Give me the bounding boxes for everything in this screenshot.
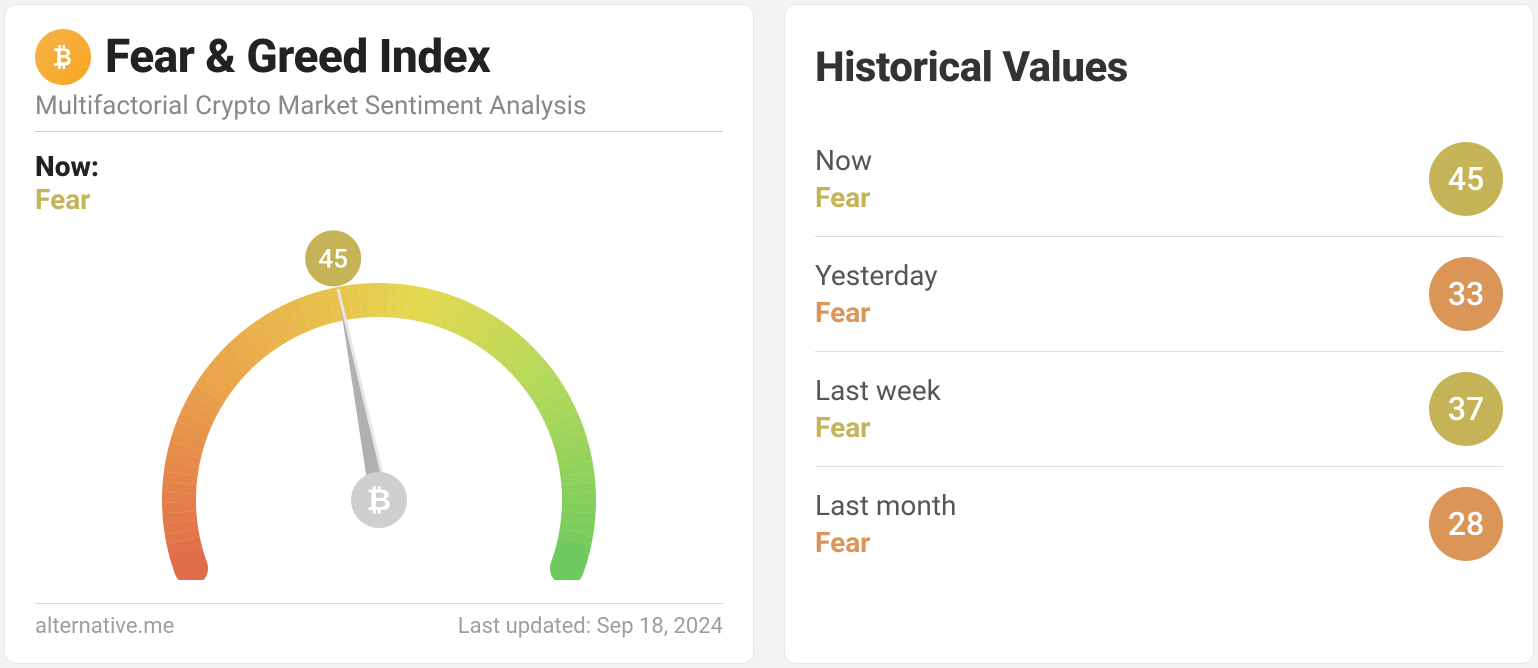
hist-sentiment: Fear bbox=[815, 526, 956, 559]
historical-list: NowFear45YesterdayFear33Last weekFear37L… bbox=[815, 122, 1503, 567]
card-footer: alternative.me Last updated: Sep 18, 202… bbox=[35, 603, 723, 639]
hist-sentiment: Fear bbox=[815, 181, 872, 214]
hist-item-left: Yesterday Fear bbox=[815, 259, 938, 329]
hist-item: Last week Fear 37 bbox=[815, 352, 1503, 467]
hist-item: Now Fear 45 bbox=[815, 122, 1503, 237]
card-subtitle: Multifactorial Crypto Market Sentiment A… bbox=[35, 91, 723, 121]
hist-item-left: Last month Fear bbox=[815, 489, 956, 559]
bitcoin-icon bbox=[35, 29, 91, 85]
fear-greed-card: Fear & Greed Index Multifactorial Crypto… bbox=[4, 4, 754, 664]
hist-value-badge: 33 bbox=[1429, 257, 1503, 331]
hist-period: Last month bbox=[815, 489, 956, 522]
hist-item: Last month Fear 28 bbox=[815, 467, 1503, 567]
hist-value-badge: 45 bbox=[1429, 142, 1503, 216]
hist-item-left: Last week Fear bbox=[815, 374, 941, 444]
footer-source: alternative.me bbox=[35, 614, 174, 639]
hist-sentiment: Fear bbox=[815, 296, 938, 329]
hist-item: Yesterday Fear 33 bbox=[815, 237, 1503, 352]
hist-value-badge: 37 bbox=[1429, 372, 1503, 446]
hist-sentiment: Fear bbox=[815, 411, 941, 444]
card-header: Fear & Greed Index bbox=[35, 29, 723, 85]
hist-period: Yesterday bbox=[815, 259, 938, 292]
svg-text:45: 45 bbox=[318, 244, 348, 274]
footer-updated: Last updated: Sep 18, 2024 bbox=[458, 614, 723, 639]
hist-item-left: Now Fear bbox=[815, 144, 872, 214]
gauge-chart: ₿ 45 bbox=[35, 156, 723, 603]
hist-period: Last week bbox=[815, 374, 941, 407]
card-title: Fear & Greed Index bbox=[105, 30, 490, 84]
historical-values-card: Historical Values Now Fear 45 Yesterday Fear… bbox=[784, 4, 1534, 664]
divider bbox=[35, 131, 723, 132]
hist-value-badge: 28 bbox=[1429, 487, 1503, 561]
historical-heading: Historical Values bbox=[815, 43, 1503, 92]
svg-text:₿: ₿ bbox=[367, 483, 391, 518]
hist-period: Now bbox=[815, 144, 872, 177]
